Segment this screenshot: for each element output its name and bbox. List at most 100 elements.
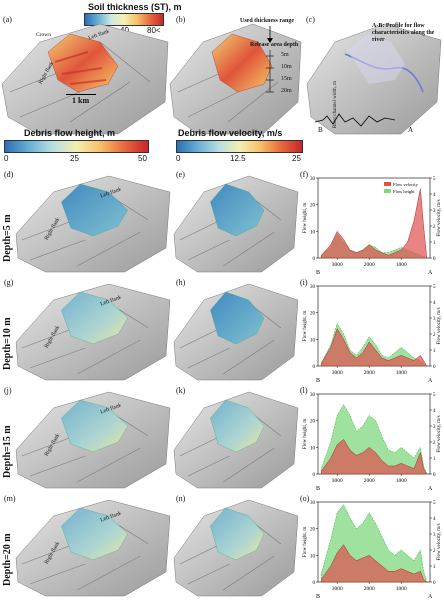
crown-label: Crown: [36, 32, 51, 38]
ytick-right-label: 1: [433, 565, 436, 570]
panel-label-f: (f): [300, 170, 308, 179]
profile-chart-l: 0 10 20 30 0 1 2 3 4 5 3000 2000 1000 B A Flow height, …: [303, 393, 442, 492]
series-area-velocity: [320, 544, 428, 583]
ytick-right-label: 2: [433, 225, 436, 230]
ylabel-left: Flow height, m: [303, 527, 308, 558]
ylabel-left: Flow height, m: [303, 203, 308, 234]
ytick-right-label: 0: [433, 257, 436, 262]
panel-label-h: (h): [176, 278, 186, 287]
ytick-right-label: 0: [433, 365, 436, 370]
end-label-a: A: [428, 594, 433, 600]
panel-label-j: (j): [4, 386, 12, 395]
debris-velocity-map-e: [173, 175, 299, 273]
panel-label-o: (o): [300, 494, 310, 503]
legend-velocity: Flow velocity: [393, 182, 419, 187]
xtick-label: 2000: [364, 262, 375, 268]
ytick-left-label: 0: [313, 581, 316, 586]
end-label-a: A: [428, 486, 433, 492]
panel-label-n: (n): [176, 494, 186, 503]
panel-label-k: (k): [176, 386, 186, 395]
profile-note: A-B: Profile for flow characteristics al…: [372, 23, 435, 43]
ytick-right-label: 5: [433, 501, 436, 506]
ytick-right-label: 5: [433, 285, 436, 290]
terrain-map-c: [306, 23, 442, 135]
ytick-right-label: 4: [433, 301, 436, 306]
ytick-right-label: 4: [433, 409, 436, 414]
used-range-label: Used thickness range: [240, 18, 295, 24]
row-label-2: Depth=10 m: [2, 317, 13, 370]
ytick-left-label: 30: [310, 285, 316, 290]
ylabel-right: Flow velocity, m/s: [437, 523, 442, 560]
series-area-velocity: [320, 438, 428, 475]
ytick-left-label: 30: [310, 177, 316, 182]
debris-height-map-d: [15, 175, 171, 273]
ytick-right-label: 1: [433, 241, 436, 246]
end-label-b: B: [316, 270, 320, 276]
xtick-label: 2000: [364, 586, 375, 592]
xtick-label: 2000: [364, 370, 375, 376]
st-tick-80: 80<: [147, 26, 161, 35]
ytick-left-label: 0: [313, 473, 316, 478]
xtick-label: 2000: [364, 478, 375, 484]
profile-chart-f: 0 10 20 30 0 1 2 3 4 5 3000 2000 1000 B A Flow height, …: [303, 177, 442, 276]
ytick-right-label: 3: [433, 533, 436, 538]
terrain-map-b: [169, 23, 302, 135]
ytick-left-label: 10: [310, 338, 316, 343]
row-label-1: Depth=5 m: [2, 214, 13, 262]
ytick-left-label: 20: [310, 204, 316, 209]
ytick-right-label: 4: [433, 193, 436, 198]
ytick-right-label: 0: [433, 473, 436, 478]
ytick-left-label: 10: [310, 230, 316, 235]
scale-label: 1 km: [72, 96, 90, 105]
end-label-a: A: [428, 270, 433, 276]
panel-label-b: (b): [176, 15, 186, 24]
river-width-label: River channel width, m: [332, 81, 338, 128]
height-tick-50: 50: [138, 154, 147, 163]
point-b-c: B: [318, 126, 323, 134]
depth-range-arrow: [266, 26, 274, 93]
ytick-right-label: 5: [433, 393, 436, 398]
profile-chart-o: 0 10 20 30 0 1 2 3 4 5 3000 2000 1000 B A Flow height, …: [303, 501, 442, 600]
height-tick-25: 25: [70, 154, 79, 163]
ylabel-right: Flow velocity, m/s: [437, 307, 442, 344]
row-label-3: Depth=15 m: [2, 425, 13, 478]
xtick-label: 3000: [332, 586, 343, 592]
series-area-velocity: [320, 188, 428, 259]
ytick-right-label: 3: [433, 209, 436, 214]
height-colorbar: [4, 140, 149, 153]
ytick-right-label: 4: [433, 517, 436, 522]
end-label-b: B: [316, 378, 320, 384]
height-tick-0: 0: [4, 154, 9, 163]
legend-swatch-velocity: [384, 182, 391, 186]
ytick-left-label: 0: [313, 365, 316, 370]
velocity-tick-25: 25: [292, 154, 301, 163]
ytick-left-label: 20: [310, 420, 316, 425]
velocity-tick-12.5: 12.5: [230, 154, 246, 163]
release-depth-label: Release area depth: [250, 42, 299, 48]
debris-velocity-map-h: [173, 283, 299, 381]
depth-10: 10m: [281, 64, 292, 70]
ytick-right-label: 0: [433, 581, 436, 586]
ytick-right-label: 1: [433, 457, 436, 462]
profile-chart-i: 0 10 20 30 0 1 2 3 4 5 3000 2000 1000 B A Flow height, …: [303, 285, 442, 384]
height-colorbar-title: Debris flow height, m: [24, 128, 116, 138]
ytick-right-label: 5: [433, 177, 436, 182]
scale-bar: [66, 94, 96, 95]
ytick-right-label: 3: [433, 425, 436, 430]
panel-label-d: (d): [4, 170, 14, 179]
xtick-label: 1000: [396, 262, 407, 268]
ytick-right-label: 1: [433, 349, 436, 354]
ylabel-right: Flow velocity, m/s: [437, 199, 442, 236]
panel-label-l: (l): [300, 386, 308, 395]
row-label-4: Depth=20 m: [2, 533, 13, 586]
velocity-tick-0: 0: [176, 154, 181, 163]
xtick-label: 1000: [396, 370, 407, 376]
point-a-c: A: [408, 126, 414, 134]
ytick-right-label: 2: [433, 333, 436, 338]
xtick-label: 3000: [332, 262, 343, 268]
velocity-colorbar-title: Debris flow velocity, m/s: [178, 128, 283, 138]
panel-label-g: (g): [4, 278, 14, 287]
soil-thickness-title: Soil thickness (ST), m: [88, 2, 182, 12]
xtick-label: 3000: [332, 478, 343, 484]
velocity-colorbar: [176, 140, 303, 153]
